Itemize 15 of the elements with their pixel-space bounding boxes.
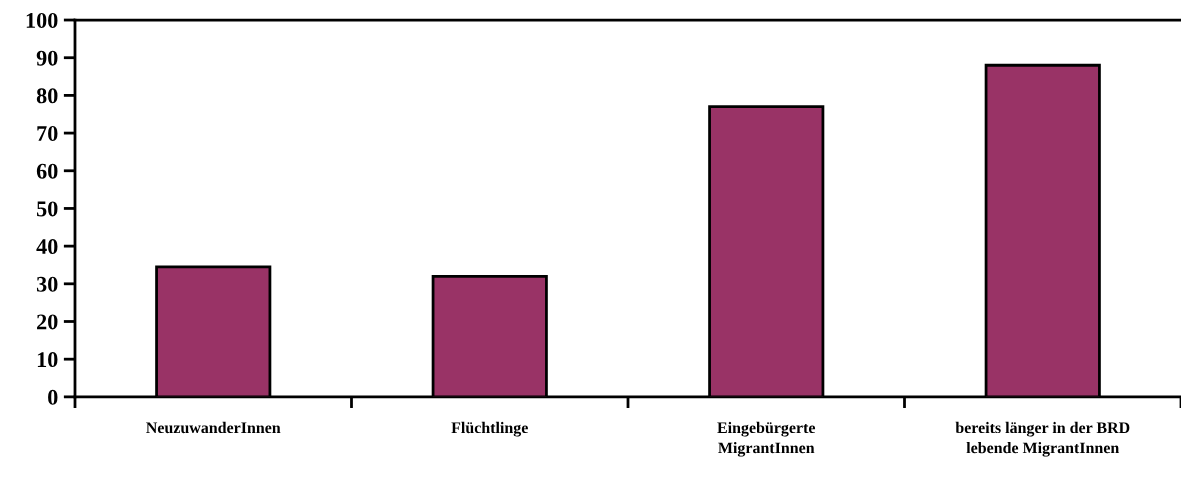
y-tick-label: 0 [48, 389, 58, 405]
y-tick-label: 50 [36, 201, 58, 217]
y-tick-label: 40 [36, 239, 58, 255]
y-tick-label: 90 [36, 50, 58, 66]
y-tick-label: 60 [36, 163, 58, 179]
x-tick-label: NeuzuwanderInnen [146, 421, 281, 434]
y-tick-label: 30 [36, 276, 58, 292]
x-tick-label: Flüchtlinge [451, 421, 528, 437]
x-tick-label: bereits länger in der BRD lebende MigrantInnen [955, 421, 1130, 457]
y-tick-label: 70 [37, 126, 58, 142]
y-tick-label: 80 [36, 88, 58, 104]
y-tick-label: 20 [37, 314, 58, 330]
x-tick-label: Eingebürgerte MigrantInnen [717, 421, 816, 457]
y-tick-label: 100 [26, 12, 58, 28]
y-tick-label: 10 [37, 352, 58, 368]
